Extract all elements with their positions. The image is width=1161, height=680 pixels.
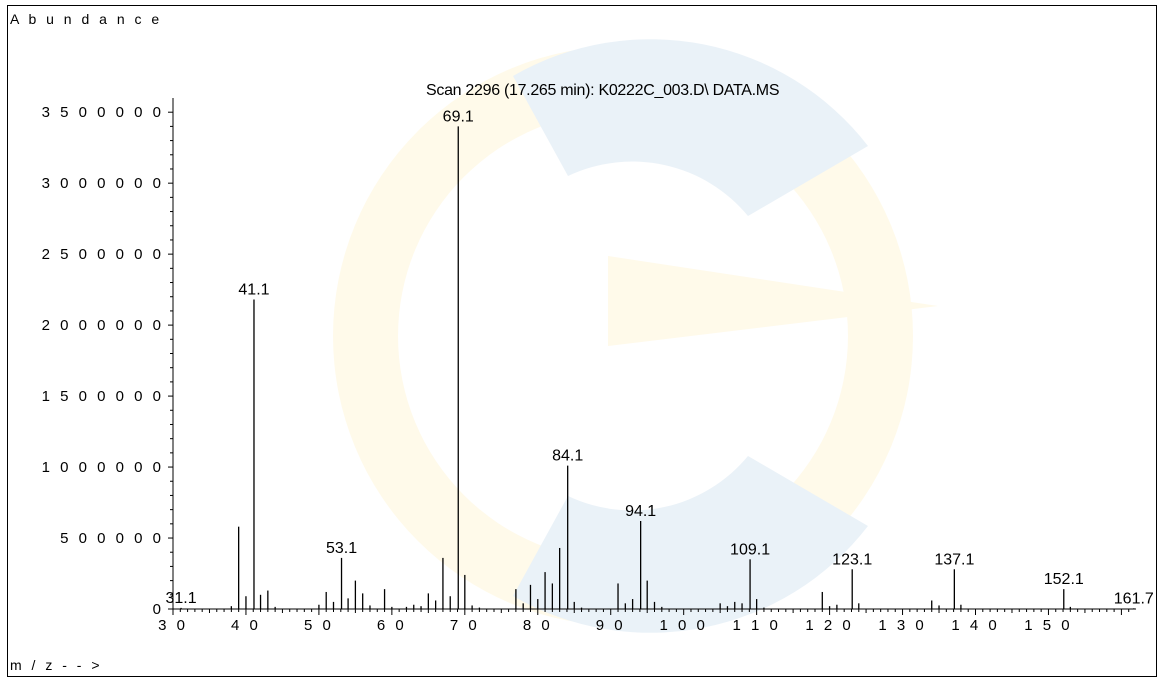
peak-label: 41.1 bbox=[238, 282, 269, 299]
x-tick-group: 3 0 4 0 5 0 6 0 7 0 8 0 9 0 1 0 0 1 1 0 1 2 0 1 3 … bbox=[158, 609, 1130, 634]
y-tick-label: 2 0 0 0 0 0 0 bbox=[42, 317, 164, 334]
x-tick-label: 5 0 bbox=[304, 617, 334, 634]
peak-label-group: 31.1 41.1 53.1 69.1 84.1 94.1 109.1 123.1 137.1 1… bbox=[165, 108, 1153, 607]
x-tick-label: 7 0 bbox=[450, 617, 480, 634]
watermark-logo bbox=[333, 39, 938, 633]
y-tick-label: 3 0 0 0 0 0 0 bbox=[42, 175, 164, 192]
x-tick-label: 8 0 bbox=[523, 617, 553, 634]
x-tick-label: 3 0 bbox=[158, 617, 188, 634]
peak-label: 84.1 bbox=[552, 448, 583, 465]
chart-title: Scan 2296 (17.265 min): K0222C_003.D\ DA… bbox=[426, 82, 779, 99]
peak-label: 109.1 bbox=[730, 541, 770, 558]
peak-label: 152.1 bbox=[1044, 571, 1084, 588]
x-tick-label: 1 2 0 bbox=[805, 617, 853, 634]
x-tick-label: 1 5 0 bbox=[1024, 617, 1072, 634]
y-tick-label: 3 5 0 0 0 0 0 bbox=[42, 104, 164, 121]
x-tick-label: 4 0 bbox=[231, 617, 261, 634]
y-tick-group: 0 5 0 0 0 0 0 1 0 0 0 0 0 0 1 5 0 0 0 0 0 2 … bbox=[42, 104, 173, 618]
x-axis-title: m / z - - > bbox=[10, 657, 103, 673]
peak-label: 94.1 bbox=[625, 503, 656, 520]
y-tick-label: 1 5 0 0 0 0 0 bbox=[42, 388, 164, 405]
y-tick-label: 5 0 0 0 0 0 bbox=[60, 530, 164, 547]
peak-label: 69.1 bbox=[443, 108, 474, 125]
x-tick-label: 1 4 0 bbox=[951, 617, 999, 634]
peak-label: 137.1 bbox=[934, 551, 974, 568]
x-tick-label: 1 1 0 bbox=[732, 617, 780, 634]
x-tick-label: 1 3 0 bbox=[878, 617, 926, 634]
y-tick-label: 1 0 0 0 0 0 0 bbox=[42, 459, 164, 476]
y-tick-label: 2 5 0 0 0 0 0 bbox=[42, 246, 164, 263]
peak-label: 161.7 bbox=[1114, 590, 1154, 607]
peak-label: 123.1 bbox=[832, 551, 872, 568]
peak-label: 31.1 bbox=[165, 590, 196, 607]
peak-label: 53.1 bbox=[326, 540, 357, 557]
y-tick-label: 0 bbox=[153, 601, 164, 618]
x-tick-label: 9 0 bbox=[596, 617, 626, 634]
peak-group bbox=[180, 126, 1135, 609]
x-tick-label: 6 0 bbox=[377, 617, 407, 634]
x-tick-label: 1 0 0 bbox=[659, 617, 707, 634]
mass-spectrum-chart: A b u n d a n c e m / z - - > Scan 2296 … bbox=[10, 11, 1154, 673]
y-axis-title: A b u n d a n c e bbox=[10, 11, 162, 27]
chart-frame: A b u n d a n c e m / z - - > Scan 2296 … bbox=[7, 5, 1157, 677]
